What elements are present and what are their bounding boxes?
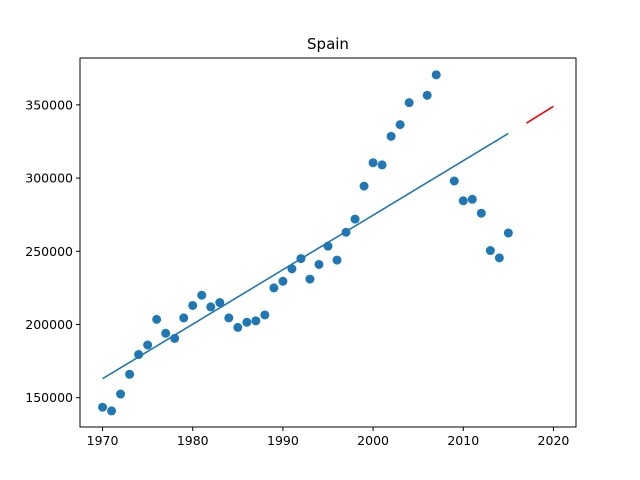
data-point-3	[125, 369, 135, 379]
data-point-9	[179, 313, 189, 323]
data-point-7	[161, 328, 171, 338]
x-tick-label: 2020	[538, 433, 570, 448]
data-point-33	[395, 120, 405, 130]
data-point-30	[368, 158, 378, 168]
x-tick-label: 1980	[177, 433, 209, 448]
axes-frame	[79, 57, 577, 428]
data-point-43	[503, 228, 513, 238]
data-point-37	[449, 176, 459, 186]
data-point-28	[350, 214, 360, 224]
x-tick-label: 2000	[357, 433, 389, 448]
data-point-21	[287, 264, 297, 274]
data-point-36	[431, 70, 441, 80]
data-point-6	[152, 314, 162, 324]
x-axis: 1970 1980 1990 2000 2010 2020	[87, 427, 570, 448]
data-point-38	[458, 196, 468, 206]
data-point-13	[215, 298, 225, 308]
data-point-5	[143, 340, 153, 350]
y-axis: 150000 200000 250000 300000 350000	[25, 97, 80, 405]
data-point-41	[485, 246, 495, 256]
data-point-40	[476, 208, 486, 218]
data-point-35	[422, 90, 432, 100]
data-point-11	[197, 290, 207, 300]
data-point-23	[305, 274, 315, 284]
data-point-24	[314, 259, 324, 269]
chart-title: Spain	[307, 35, 349, 53]
series-1-line	[102, 132, 509, 380]
data-point-0	[98, 402, 108, 412]
data-point-32	[386, 131, 396, 141]
data-point-29	[359, 181, 369, 191]
data-point-39	[467, 194, 477, 204]
data-point-12	[206, 302, 216, 312]
data-point-20	[278, 276, 288, 286]
data-point-26	[332, 255, 342, 265]
data-point-16	[242, 317, 252, 327]
data-point-34	[404, 98, 414, 108]
x-tick-label: 1970	[87, 433, 119, 448]
x-tick-label: 1990	[267, 433, 299, 448]
data-point-31	[377, 160, 387, 170]
data-point-4	[134, 350, 144, 360]
plot-area	[98, 70, 554, 416]
y-tick-label: 300000	[25, 171, 73, 186]
data-point-19	[269, 283, 279, 293]
data-point-14	[224, 313, 234, 323]
data-point-15	[233, 322, 243, 332]
data-point-2	[116, 389, 126, 399]
data-point-42	[494, 253, 504, 263]
data-point-18	[260, 310, 270, 320]
y-tick-label: 200000	[25, 317, 73, 332]
series-2-line	[525, 105, 554, 124]
data-point-10	[188, 300, 198, 310]
data-point-1	[107, 406, 117, 416]
y-tick-label: 150000	[25, 390, 73, 405]
x-tick-label: 2010	[447, 433, 479, 448]
y-tick-label: 350000	[25, 97, 73, 112]
y-tick-label: 250000	[25, 244, 73, 259]
data-point-17	[251, 316, 261, 326]
